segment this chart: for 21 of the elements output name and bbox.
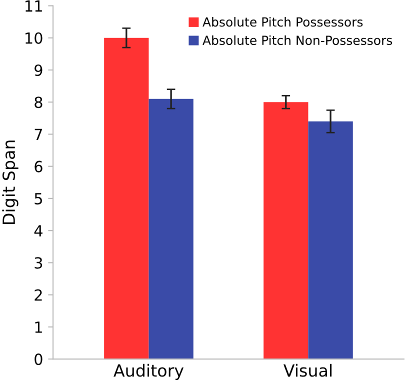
y-tick-label: 0 [34, 354, 42, 366]
y-tick-label: 1 [35, 322, 42, 333]
y-tick-label: 2 [34, 289, 42, 301]
y-tick-label: 9 [34, 64, 42, 76]
y-tick-label: 5 [34, 193, 42, 204]
y-tick-label: 3 [34, 257, 42, 269]
y-tick-label: 11 [26, 0, 42, 12]
y-tick-label: 7 [34, 128, 42, 140]
y-tick-label: 6 [34, 160, 42, 172]
legend-label: Absolute Pitch Non-Possessors [202, 35, 392, 46]
bar [308, 121, 353, 360]
bar [104, 38, 149, 360]
y-tick-label: 8 [34, 96, 42, 108]
legend-label: Absolute Pitch Possessors [202, 17, 363, 27]
y-tick-label: 4 [34, 225, 42, 236]
y-tick-label: 10 [26, 32, 42, 44]
bar [148, 98, 194, 360]
y-axis-title: Digit Span [2, 140, 18, 224]
bar [264, 102, 308, 360]
x-tick-label: Auditory [114, 364, 184, 380]
x-tick-label: Visual [283, 364, 332, 377]
